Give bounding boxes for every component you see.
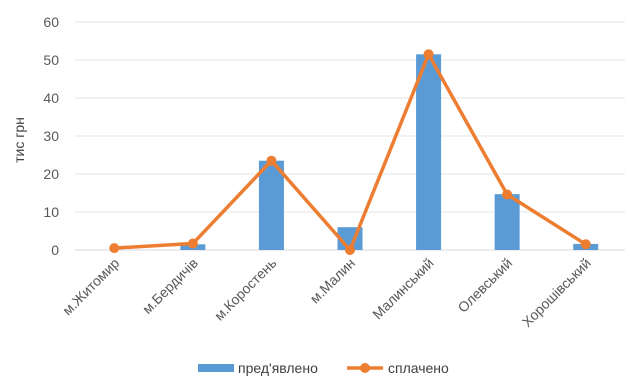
x-tick-label: Олевський: [454, 255, 515, 316]
line-point: [187, 238, 198, 249]
line-series: [109, 49, 591, 255]
gridlines: [75, 21, 625, 251]
y-tick-label: 60: [43, 14, 59, 30]
y-tick-label: 30: [43, 128, 59, 144]
x-tick-label: м.Коростень: [211, 255, 280, 324]
legend-label-bar: пред'явлено: [238, 360, 318, 376]
y-tick-label: 20: [43, 166, 59, 182]
x-tick-label: м.Малин: [307, 255, 359, 307]
y-axis-label: тис грн: [11, 117, 27, 163]
y-tick-label: 50: [43, 52, 59, 68]
x-axis-ticks: м.Житомир м.Бердичів м.Коростень м.Малин Мал…: [59, 255, 594, 330]
line-point: [580, 239, 591, 250]
y-tick-label: 0: [51, 242, 59, 258]
y-tick-label: 10: [43, 204, 59, 220]
legend-swatch-marker: [360, 363, 370, 373]
legend-label-line: сплачено: [388, 360, 449, 376]
line-point: [345, 245, 355, 255]
bar: [416, 54, 442, 250]
x-tick-label: Малинський: [369, 255, 436, 322]
x-tick-label: Хорошівський: [519, 255, 594, 330]
bar: [494, 194, 520, 250]
line-point: [109, 243, 120, 254]
x-tick-label: м.Житомир: [59, 255, 122, 318]
line-point: [423, 49, 434, 60]
line-point: [502, 189, 513, 200]
x-tick-label: м.Бердичів: [139, 255, 201, 317]
y-tick-label: 40: [43, 90, 59, 106]
bar: [258, 160, 284, 250]
y-axis-ticks: 0 10 20 30 40 50 60: [43, 14, 59, 258]
legend-swatch-bar: [198, 364, 234, 372]
line-point: [266, 155, 277, 166]
legend: пред'явлено сплачено: [198, 360, 449, 376]
